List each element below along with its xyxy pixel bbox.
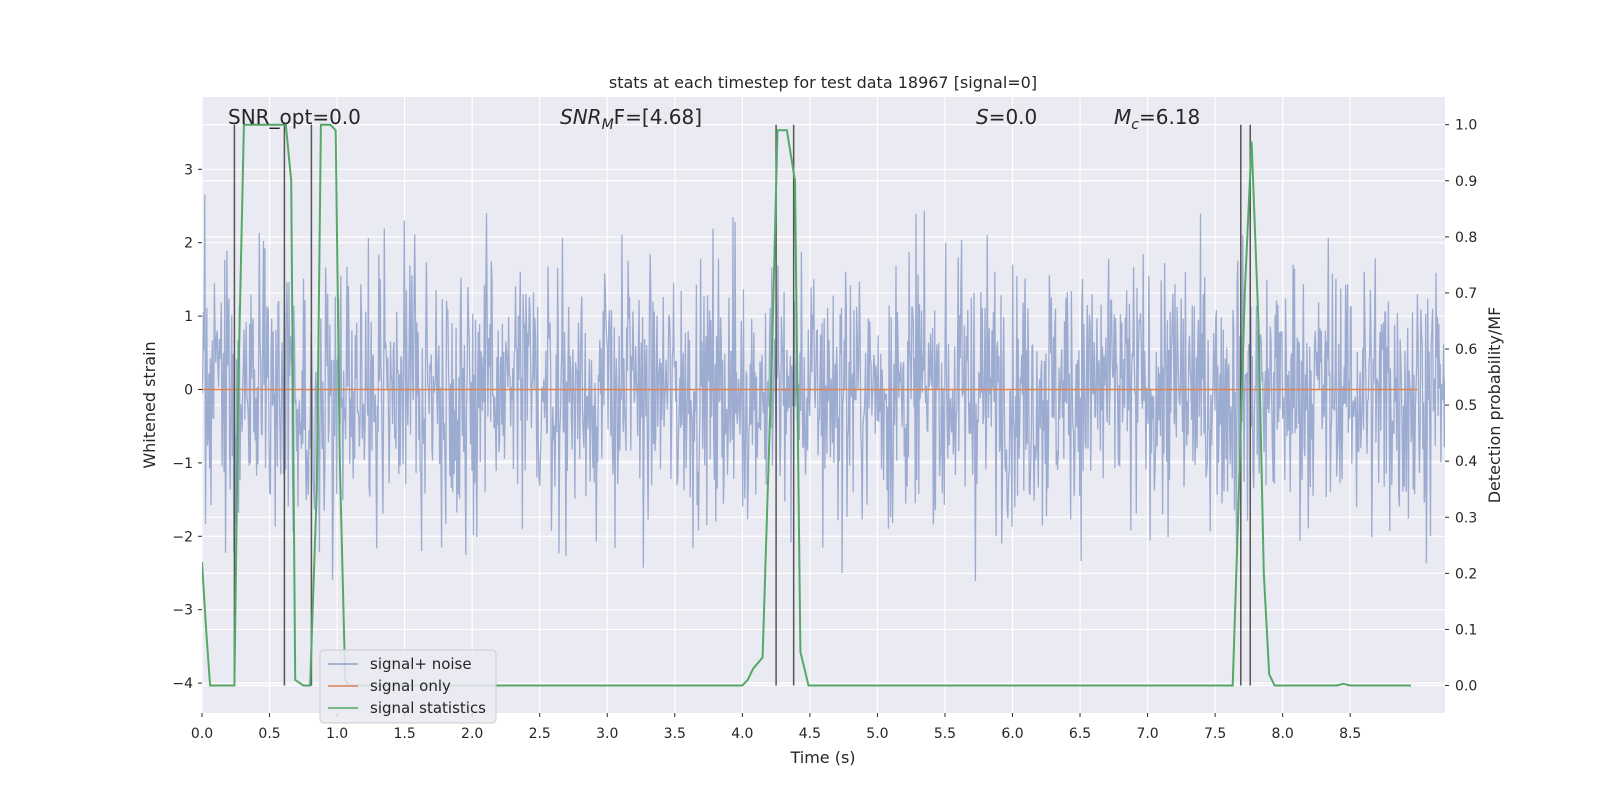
x-tick-label: 5.5 [934,726,956,742]
legend-label-signal-statistics: signal statistics [370,699,486,717]
snr-mf-subscript: M [602,117,614,133]
x-tick-label: 8.5 [1339,726,1361,742]
y2-tick-label: 0.9 [1455,174,1477,190]
y2-tick-label: 0.7 [1455,286,1477,302]
x-tick-label: 3.0 [596,726,618,742]
y-tick-label: 3 [184,162,193,178]
x-tick-label: 7.0 [1136,726,1158,742]
x-tick-label: 2.5 [529,726,551,742]
signal-noise-line [202,194,1445,582]
y2-tick-label: 0.2 [1455,566,1477,582]
y2-tick-label: 0.3 [1455,510,1477,526]
x-tick-label: 0.0 [191,726,213,742]
x-tick-label: 0.5 [258,726,280,742]
y-tick-label: −1 [172,456,193,472]
y-tick-label: 0 [184,383,193,399]
chart-title: stats at each timestep for test data 189… [609,73,1037,92]
annotation-mc: Mc=6.18 [1114,105,1200,133]
legend: signal+ noise signal only signal statist… [319,649,497,724]
y-tick-label: −2 [172,529,193,545]
x-tick-label: 3.5 [664,726,686,742]
y2-tick-label: 0.1 [1455,622,1477,638]
x-tick-label: 6.5 [1069,726,1091,742]
annotation-snr-opt: SNR_opt=0.0 [228,105,361,129]
axes: 0.0 0.5 1.0 1.5 2.0 2.5 3.0 3.5 4.0 4.5 5.0 5.5 6.0 6… [172,118,1477,742]
y-tick-label: −4 [172,676,193,692]
annotation-snr-mf: SNRMF=[4.68] [560,105,702,133]
x-tick-label: 4.0 [731,726,753,742]
x-tick-label: 2.0 [461,726,483,742]
s-symbol: S [976,105,989,129]
x-tick-label: 5.0 [866,726,888,742]
y-tick-label: −3 [172,603,193,619]
mc-value: =6.18 [1139,105,1200,129]
snr-mf-symbol: SNR [560,105,602,129]
signal-statistics-line [202,123,1411,687]
x-tick-label: 6.0 [1001,726,1023,742]
y-tick-label: 2 [184,236,193,252]
x-axis-label: Time (s) [789,748,855,767]
y-axis-label: Whitened strain [140,341,159,468]
x-tick-label: 8.0 [1272,726,1294,742]
x-tick-label: 1.5 [393,726,415,742]
annotation-s: S=0.0 [976,105,1037,129]
x-tick-label: 7.5 [1204,726,1226,742]
plot-clip [202,123,1445,687]
y2-axis-label: Detection probability/MF [1485,307,1504,504]
y2-tick-label: 0.0 [1455,679,1477,695]
mc-subscript: c [1131,117,1139,133]
x-tick-label: 4.5 [799,726,821,742]
y2-tick-label: 1.0 [1455,118,1477,134]
y2-tick-label: 0.4 [1455,454,1477,470]
y2-tick-label: 0.5 [1455,398,1477,414]
y2-tick-label: 0.8 [1455,230,1477,246]
legend-box [319,649,497,724]
x-tick-label: 1.0 [326,726,348,742]
y-tick-label: 1 [184,309,193,325]
mc-symbol: M [1114,105,1131,129]
legend-label-signal-noise: signal+ noise [370,655,472,673]
snr-mf-value: F=[4.68] [614,105,702,129]
legend-label-signal-only: signal only [370,677,451,695]
s-value: =0.0 [989,105,1038,129]
y2-tick-label: 0.6 [1455,342,1477,358]
